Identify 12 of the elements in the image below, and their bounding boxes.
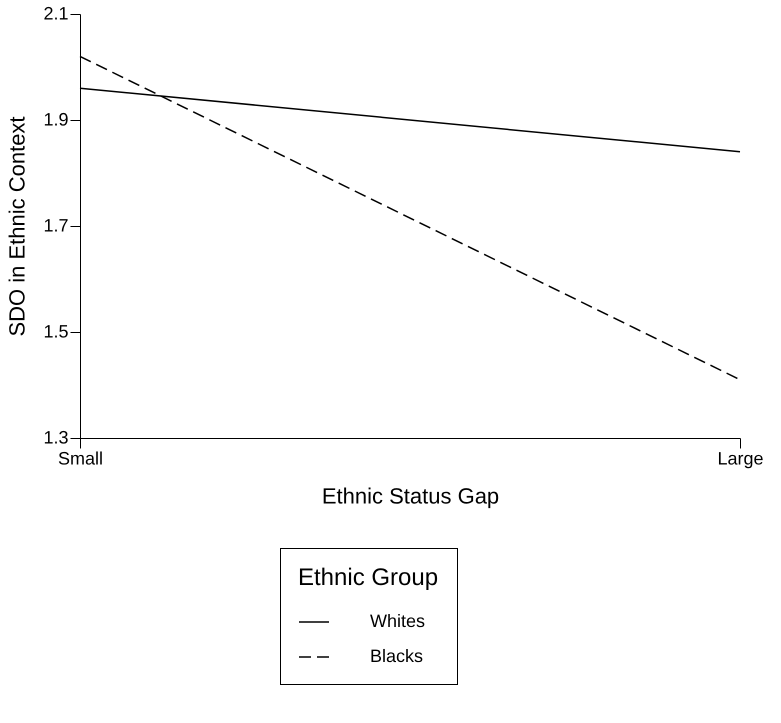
y-tick-label: 1.5 — [43, 322, 68, 342]
x-tick-label: Small — [58, 448, 104, 468]
legend-title: Ethnic Group — [298, 564, 438, 591]
x-axis-title: Ethnic Status Gap — [322, 484, 500, 508]
y-tick-label: 1.3 — [43, 428, 68, 448]
y-tick-label: 1.7 — [43, 216, 68, 236]
legend-label: Whites — [370, 611, 426, 631]
y-tick-label: 2.1 — [43, 4, 68, 24]
y-tick-label: 1.9 — [43, 110, 68, 130]
y-axis-title: SDO in Ethnic Context — [4, 116, 30, 337]
x-tick-label: Large — [717, 448, 764, 468]
legend-label: Blacks — [370, 646, 424, 666]
